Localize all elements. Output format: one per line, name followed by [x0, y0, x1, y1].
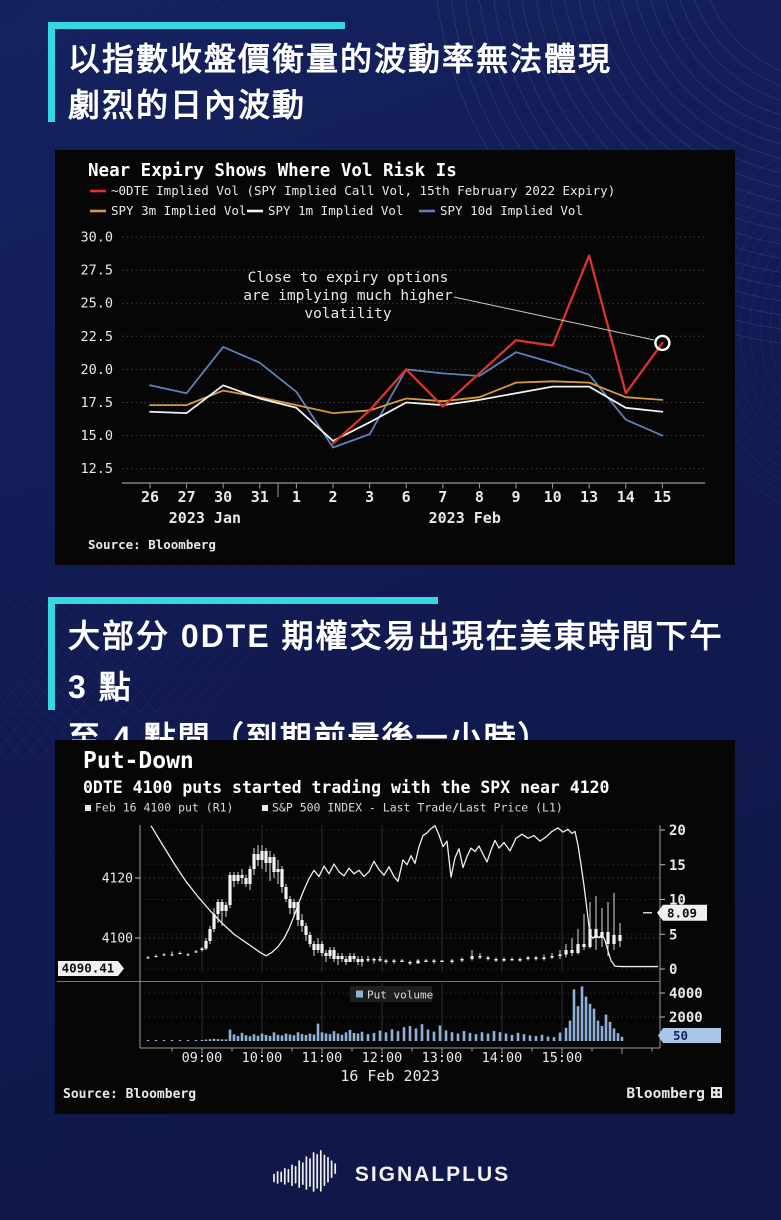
svg-text:25.0: 25.0 [80, 296, 113, 312]
svg-text:2000: 2000 [669, 1010, 703, 1026]
svg-text:10: 10 [669, 893, 686, 909]
svg-text:6: 6 [402, 488, 411, 506]
svg-text:12.5: 12.5 [80, 461, 113, 477]
svg-text:20.0: 20.0 [80, 362, 113, 378]
svg-text:26: 26 [141, 488, 159, 506]
svg-text:1: 1 [292, 488, 301, 506]
svg-text:30.0: 30.0 [80, 230, 113, 246]
svg-text:4090.41: 4090.41 [62, 961, 115, 976]
headline-1-line1: 以指數收盤價衡量的波動率無法體現 [68, 41, 613, 77]
svg-text:SPY 1m Implied Vol: SPY 1m Implied Vol [268, 203, 403, 218]
svg-text:Put volume: Put volume [367, 989, 433, 1002]
svg-text:10:00: 10:00 [242, 1050, 283, 1066]
headline-1-text: 以指數收盤價衡量的波動率無法體現 劇烈的日內波動 [68, 36, 728, 128]
svg-text:13:00: 13:00 [422, 1050, 463, 1066]
headline-2-accent-left [48, 597, 55, 710]
svg-text:SPY 10d Implied Vol: SPY 10d Implied Vol [440, 203, 583, 218]
svg-text:10: 10 [544, 488, 562, 506]
svg-text:31: 31 [251, 488, 269, 506]
svg-text:4000: 4000 [669, 986, 703, 1002]
svg-text:4100: 4100 [102, 932, 133, 947]
headline-2-line1: 大部分 0DTE 期權交易出現在美東時間下午 3 點 [68, 618, 724, 705]
svg-text:volatility: volatility [304, 306, 392, 322]
headline-1-accent-left [48, 22, 55, 122]
svg-text:3: 3 [365, 488, 374, 506]
svg-text:4120: 4120 [102, 872, 133, 887]
svg-text:2023 Jan: 2023 Jan [169, 509, 241, 527]
svg-text:are implying much higher: are implying much higher [243, 288, 453, 304]
signalplus-waveform-icon [272, 1149, 336, 1192]
svg-text:50: 50 [673, 1028, 688, 1043]
svg-text:30: 30 [214, 488, 232, 506]
svg-text:7: 7 [438, 488, 447, 506]
svg-text:12:00: 12:00 [362, 1050, 403, 1066]
svg-text:15:00: 15:00 [542, 1050, 583, 1066]
svg-text:~0DTE Implied Vol (SPY Implied: ~0DTE Implied Vol (SPY Implied Call Vol,… [111, 183, 615, 198]
headline-2-accent-bar [48, 597, 438, 604]
svg-text:Source: Bloomberg: Source: Bloomberg [88, 537, 216, 552]
svg-text:09:00: 09:00 [182, 1050, 223, 1066]
svg-text:Source: Bloomberg: Source: Bloomberg [63, 1087, 196, 1102]
svg-text:13: 13 [580, 488, 598, 506]
svg-text:11:00: 11:00 [302, 1050, 343, 1066]
headline-1-line2: 劇烈的日內波動 [68, 87, 307, 123]
svg-text:27.5: 27.5 [80, 263, 113, 279]
svg-text:Feb 16 4100 put (R1): Feb 16 4100 put (R1) [95, 801, 233, 815]
svg-text:15: 15 [653, 488, 671, 506]
near-expiry-vol-chart: 30.027.525.022.520.017.515.012.526 27 30 31… [80, 161, 705, 552]
svg-text:2023 Feb: 2023 Feb [429, 509, 501, 527]
svg-text:14:00: 14:00 [482, 1050, 523, 1066]
svg-text:14: 14 [617, 488, 635, 506]
svg-text:15.0: 15.0 [80, 428, 113, 444]
svg-text:0: 0 [669, 962, 677, 978]
chart-put-down-panel: 4120 4100 4090.41 20 15 10 5 0 8.09 4000 2000 50 Put… [55, 740, 735, 1114]
svg-text:Bloomberg: Bloomberg [626, 1086, 705, 1102]
svg-text:20: 20 [669, 823, 686, 839]
svg-text:27: 27 [178, 488, 196, 506]
svg-text:5: 5 [669, 927, 677, 943]
svg-text:S&P 500 INDEX - Last Trade/Las: S&P 500 INDEX - Last Trade/Last Price (L… [272, 801, 563, 815]
svg-text:15: 15 [669, 858, 686, 874]
svg-text:17.5: 17.5 [80, 395, 113, 411]
svg-text:9: 9 [511, 488, 520, 506]
svg-text:2: 2 [328, 488, 337, 506]
put-down-chart: 412041004090.41201510508.094000200050Put… [57, 748, 722, 1102]
svg-text:0DTE 4100 puts started trading: 0DTE 4100 puts started trading with the … [83, 778, 610, 797]
chart-near-expiry-panel: 30.0 27.5 25.0 22.5 20.0 17.5 15.0 12.5 26 27 30 31… [55, 150, 735, 565]
svg-text:8.09: 8.09 [667, 905, 697, 920]
svg-text:Put-Down: Put-Down [83, 748, 194, 774]
svg-text:16 Feb 2023: 16 Feb 2023 [340, 1067, 439, 1085]
svg-text:Near Expiry Shows Where Vol Ri: Near Expiry Shows Where Vol Risk Is [88, 161, 457, 181]
svg-text:22.5: 22.5 [80, 329, 113, 345]
svg-text:SPY 3m Implied Vol: SPY 3m Implied Vol [111, 203, 246, 218]
svg-text:Close to expiry options: Close to expiry options [248, 270, 449, 286]
footer-brand-text: SIGNALPLUS [354, 1163, 511, 1186]
headline-1-accent-bar [48, 22, 345, 29]
svg-text:8: 8 [475, 488, 484, 506]
footer-brand: SIGNALPLUS [0, 1146, 781, 1204]
